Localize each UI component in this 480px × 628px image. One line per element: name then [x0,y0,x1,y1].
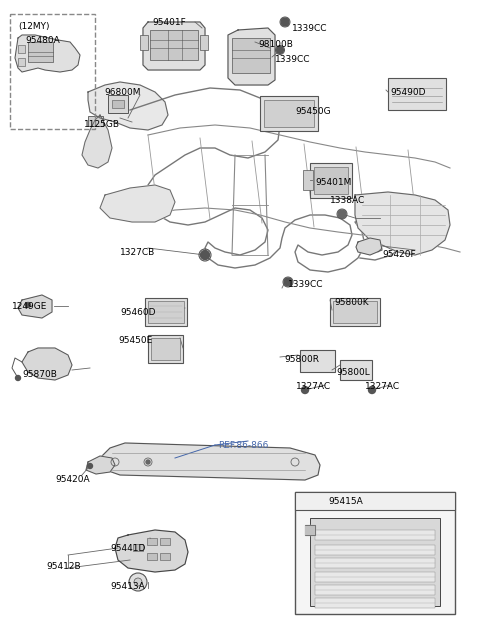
Bar [28,42,53,62]
Bar [232,38,270,73]
Bar [160,553,170,560]
Bar [295,492,455,614]
Text: 95420A: 95420A [55,475,90,484]
Bar [310,163,352,198]
Circle shape [146,460,150,464]
Bar [315,545,435,555]
Polygon shape [86,456,115,474]
Text: 1249GE: 1249GE [12,302,48,311]
Bar [108,95,128,113]
Circle shape [134,578,142,586]
Text: 95800R: 95800R [284,355,319,364]
Bar [315,585,435,595]
Circle shape [284,278,292,286]
Text: 98100B: 98100B [258,40,293,49]
Polygon shape [228,28,275,85]
Text: 95401F: 95401F [152,18,186,27]
Bar [264,100,314,127]
Text: 1327AC: 1327AC [365,382,400,391]
Circle shape [129,573,147,591]
Bar [295,492,455,510]
Circle shape [87,463,93,468]
Circle shape [301,386,309,394]
Text: 1327AC: 1327AC [296,382,331,391]
Circle shape [25,303,31,308]
Bar [314,167,348,194]
Bar [18,45,25,53]
Polygon shape [355,192,450,255]
Polygon shape [88,82,168,130]
Polygon shape [143,22,205,70]
Bar [160,538,170,545]
Text: 95490D: 95490D [390,88,425,97]
Bar [333,301,377,323]
Bar [112,100,124,108]
Polygon shape [22,348,72,380]
Bar [315,598,435,608]
Text: 95441D: 95441D [110,544,145,553]
Text: REF.86-866: REF.86-866 [218,441,268,450]
Circle shape [201,251,209,259]
Text: 96800M: 96800M [104,88,141,97]
Circle shape [338,210,346,218]
Text: 95870B: 95870B [22,370,57,379]
Text: 95413A: 95413A [110,582,145,591]
Text: 1338AC: 1338AC [330,196,365,205]
Bar [133,544,143,551]
Polygon shape [100,443,320,480]
Bar [145,298,187,326]
Text: 95412B: 95412B [46,562,81,571]
Bar [315,572,435,582]
Bar [140,35,148,50]
Polygon shape [100,185,175,222]
Text: 95460D: 95460D [120,308,156,317]
Bar [147,553,157,560]
Bar [310,518,440,606]
Text: 95450G: 95450G [295,107,331,116]
Bar [151,338,180,360]
Bar [260,96,318,131]
Polygon shape [115,530,188,572]
Text: 1339CC: 1339CC [288,280,324,289]
Circle shape [369,386,375,394]
Bar [148,335,183,363]
Text: 95480A: 95480A [25,36,60,45]
Bar [300,350,335,372]
Bar [303,170,313,190]
Text: 95450E: 95450E [118,336,152,345]
Bar [148,301,184,323]
Polygon shape [356,238,382,255]
Text: 95800K: 95800K [334,298,369,307]
Circle shape [276,46,284,53]
Bar [315,530,435,540]
Circle shape [15,376,21,381]
Circle shape [281,18,289,26]
Bar [330,298,380,326]
Text: 95401M: 95401M [315,178,351,187]
Bar [315,558,435,568]
Bar [200,35,208,50]
Bar [150,30,198,60]
Text: 95420F: 95420F [382,250,416,259]
Bar [18,58,25,66]
Bar [88,116,103,126]
Polygon shape [82,115,112,168]
Text: (12MY): (12MY) [18,22,49,31]
Bar [147,538,157,545]
Text: 95800L: 95800L [336,368,370,377]
Bar [388,78,446,110]
Bar [340,360,372,380]
Text: 1327CB: 1327CB [120,248,155,257]
Polygon shape [15,35,80,72]
Text: 1339CC: 1339CC [292,24,327,33]
Bar [10,14,95,129]
Text: 1339CC: 1339CC [275,55,311,64]
Polygon shape [18,295,52,318]
Text: 95415A: 95415A [328,497,363,506]
Polygon shape [305,525,315,535]
Text: 1125GB: 1125GB [84,120,120,129]
